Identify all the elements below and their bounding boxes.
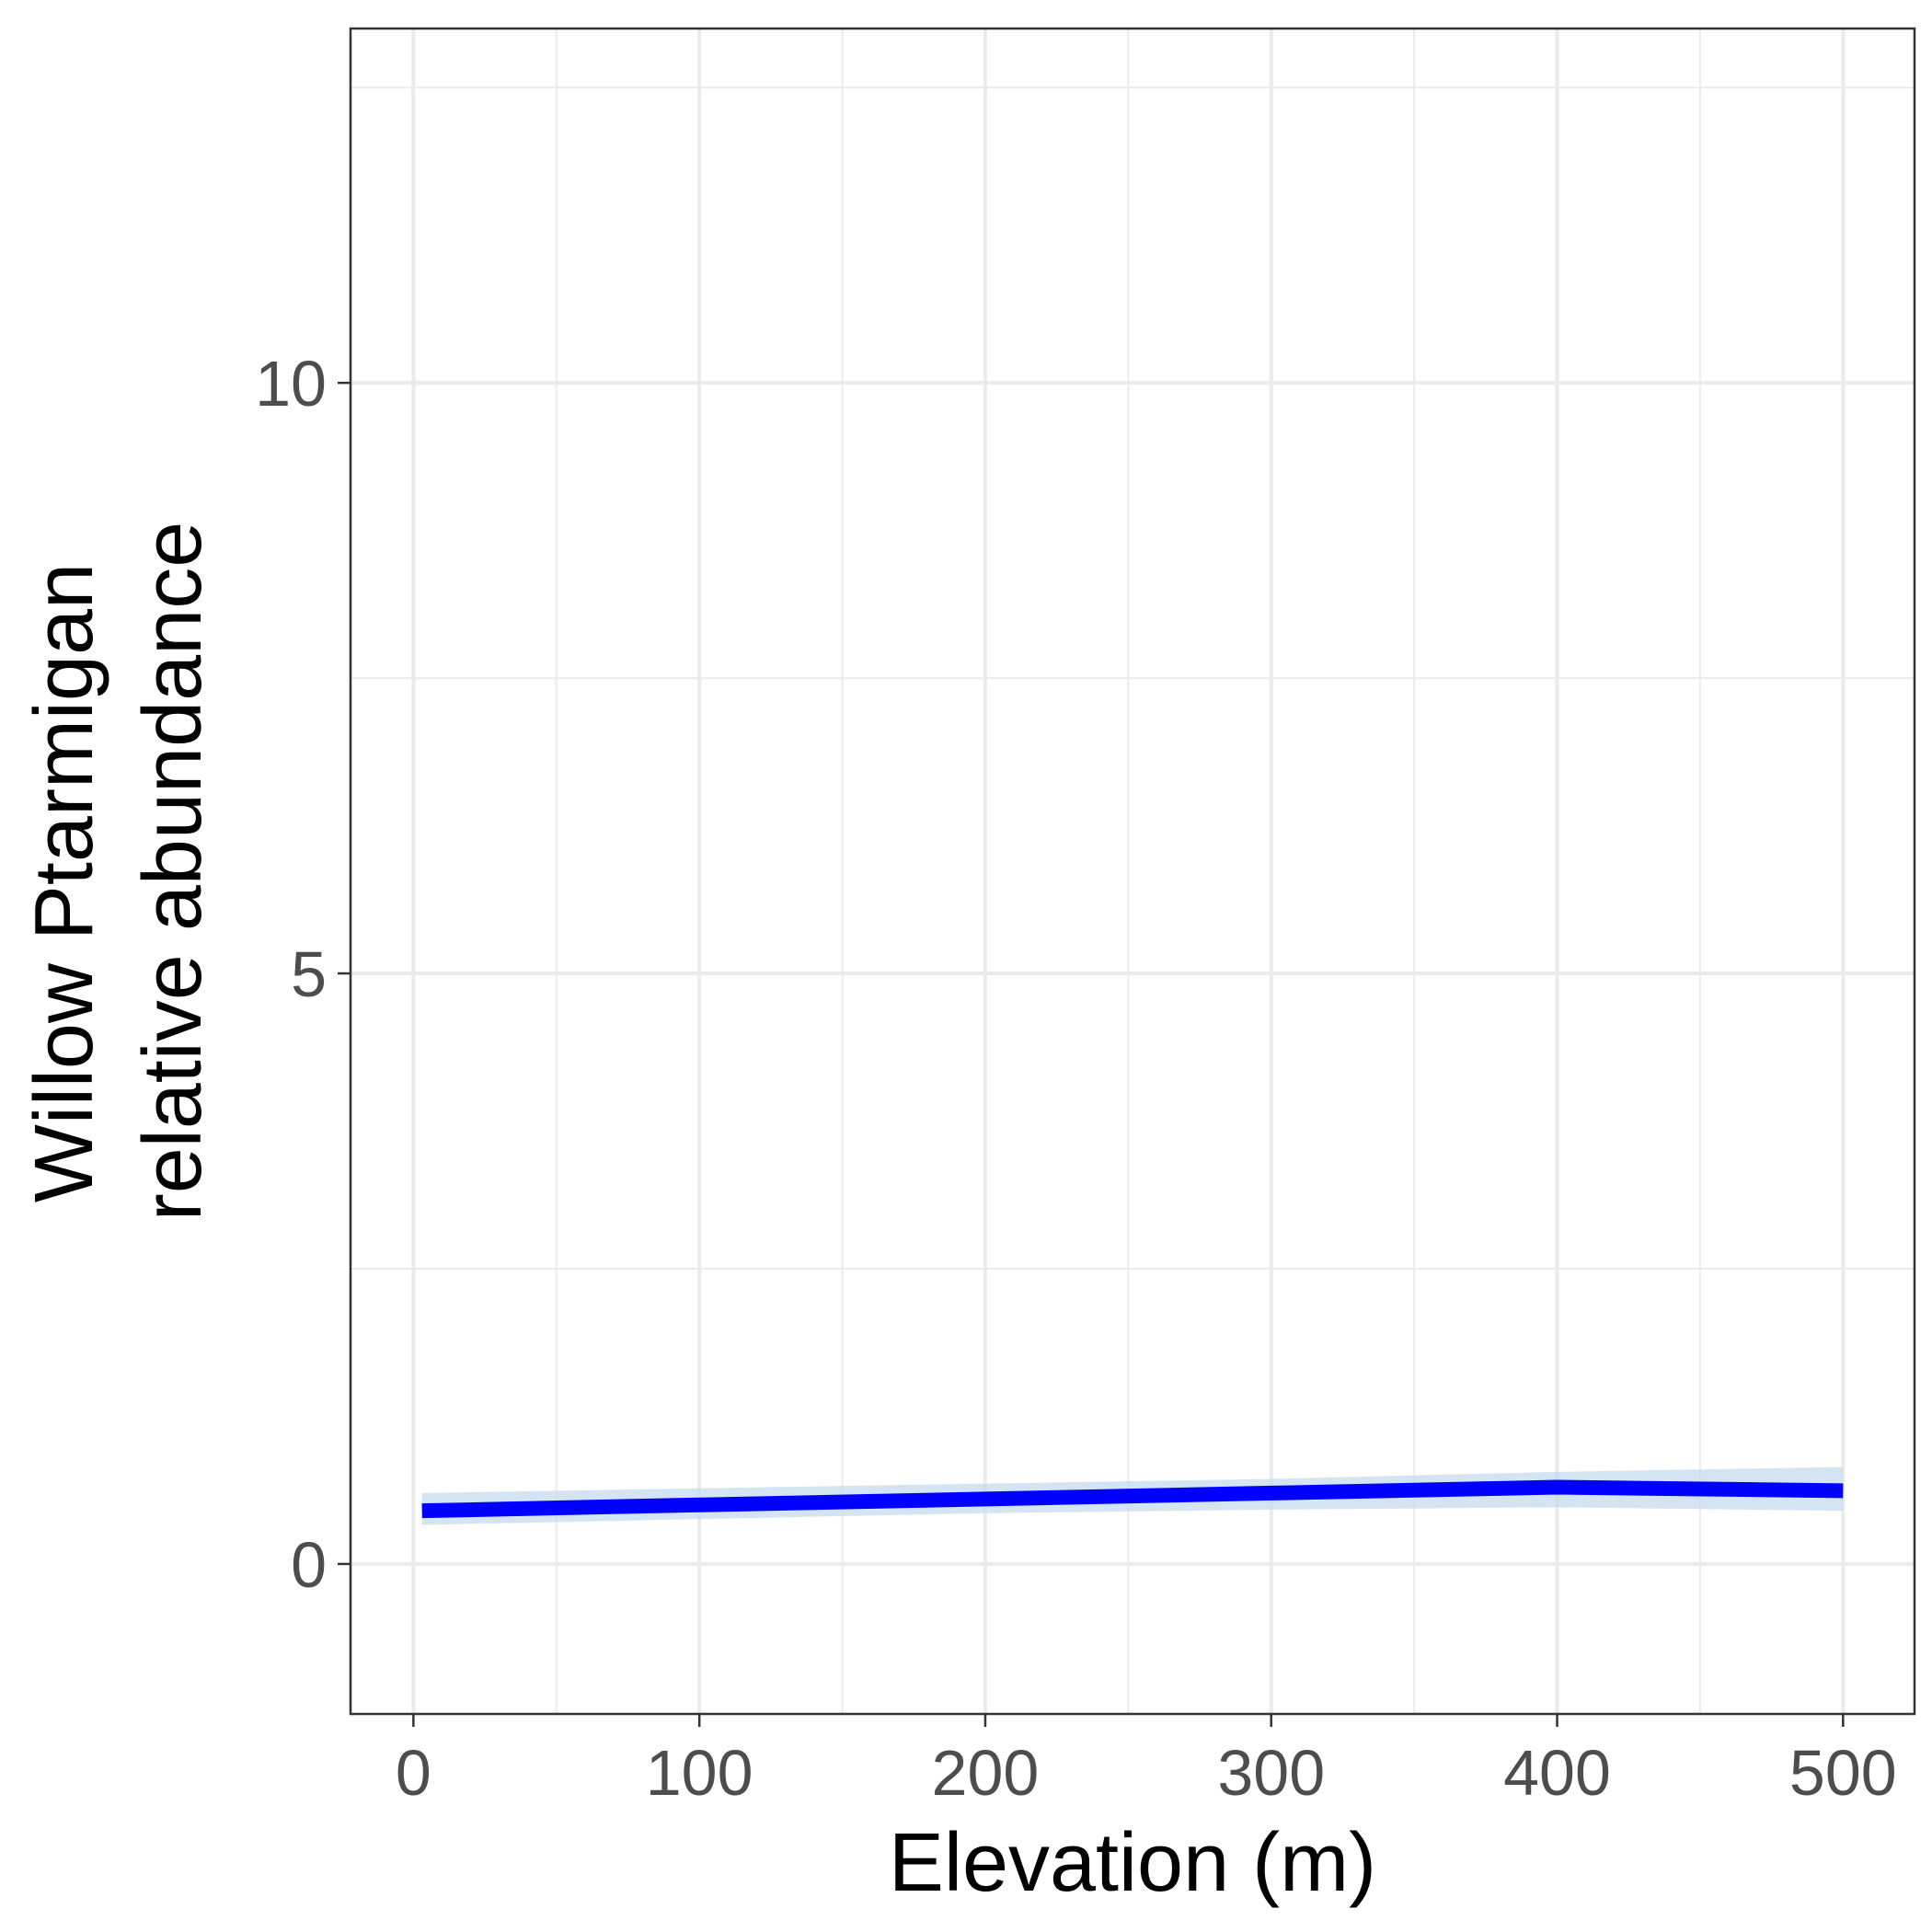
x-tick-label: 200	[932, 1737, 1040, 1809]
x-tick-label: 300	[1217, 1737, 1325, 1809]
series-line-layer	[421, 1479, 1844, 1519]
x-tick-label: 0	[396, 1737, 431, 1809]
series-line	[421, 1479, 1844, 1519]
minor-gridlines	[351, 29, 1915, 1714]
major-gridlines	[351, 29, 1915, 1714]
x-tick-label: 100	[646, 1737, 753, 1809]
x-tick-label: 500	[1789, 1737, 1897, 1809]
x-axis-ticks: 0 100 200 300 400 500	[396, 1714, 1897, 1809]
y-tick-label: 5	[291, 938, 327, 1010]
y-tick-label: 0	[291, 1529, 327, 1601]
plot-panel-border	[349, 27, 1916, 1716]
x-tick-label: 400	[1503, 1737, 1611, 1809]
x-axis-title: Elevation (m)	[889, 1817, 1376, 1909]
y-axis-title-line-1: Willow Ptarmigan	[18, 563, 110, 1202]
y-axis-title: Willow Ptarmigan relative abundance	[18, 522, 219, 1222]
y-axis-title-line-2: relative abundance	[127, 522, 219, 1222]
y-tick-label: 10	[255, 348, 327, 420]
y-axis-ticks: 0 5 10	[255, 348, 351, 1601]
plot-panel-background	[351, 29, 1915, 1714]
